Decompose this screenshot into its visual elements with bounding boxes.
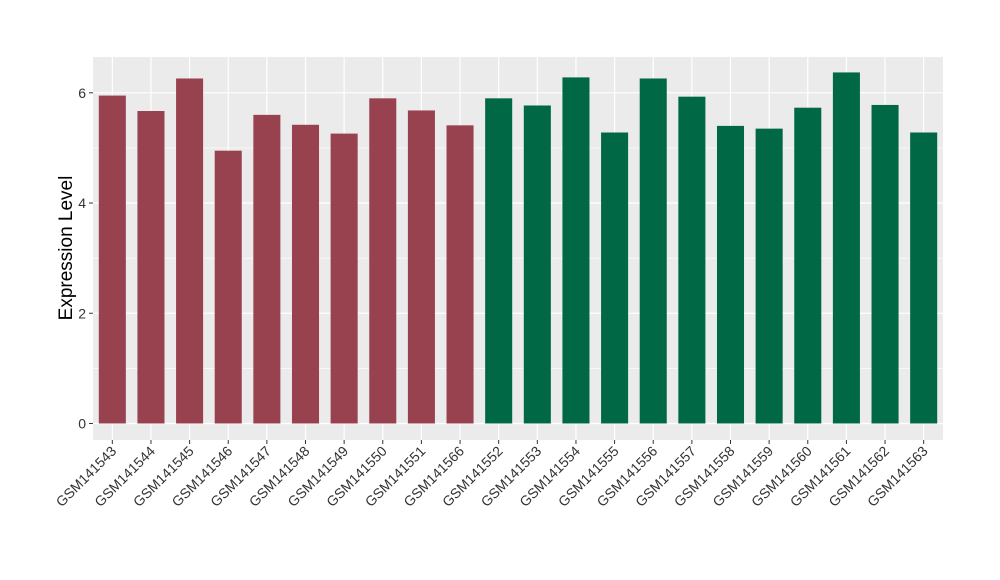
bar-GSM141557: [678, 96, 706, 424]
bar-GSM141552: [485, 98, 513, 424]
bar-GSM141550: [369, 98, 397, 424]
bar-GSM141554: [562, 77, 590, 424]
bar-GSM141556: [639, 78, 667, 424]
bar-GSM141558: [716, 125, 745, 424]
bar-GSM141546: [214, 150, 242, 424]
y-tick-label: 2: [78, 305, 86, 321]
y-axis: 0 2 4 6: [78, 85, 93, 431]
y-tick-label: 0: [78, 415, 86, 431]
bar-GSM141551: [407, 110, 435, 424]
bar-GSM141547: [253, 114, 281, 424]
bar-GSM141555: [601, 132, 629, 424]
bar-GSM141543: [98, 95, 126, 424]
bar-GSM141561: [832, 72, 860, 424]
bar-GSM141563: [910, 132, 938, 424]
bar-GSM141544: [137, 111, 165, 424]
bar-GSM141548: [291, 124, 320, 424]
x-axis: GSM141543GSM141544GSM141545GSM141546GSM1…: [53, 440, 931, 510]
y-axis-title: Expression Level: [56, 176, 77, 321]
bar-GSM141553: [523, 105, 551, 424]
y-tick-label: 4: [78, 195, 86, 211]
y-tick-label: 6: [78, 85, 86, 101]
bar-GSM141562: [871, 104, 899, 424]
bar-GSM141566: [446, 125, 474, 424]
bar-GSM141560: [794, 107, 822, 424]
bars: [98, 72, 938, 424]
bar-GSM141549: [330, 133, 358, 424]
bar-GSM141545: [176, 78, 204, 424]
bar-GSM141559: [755, 128, 783, 424]
